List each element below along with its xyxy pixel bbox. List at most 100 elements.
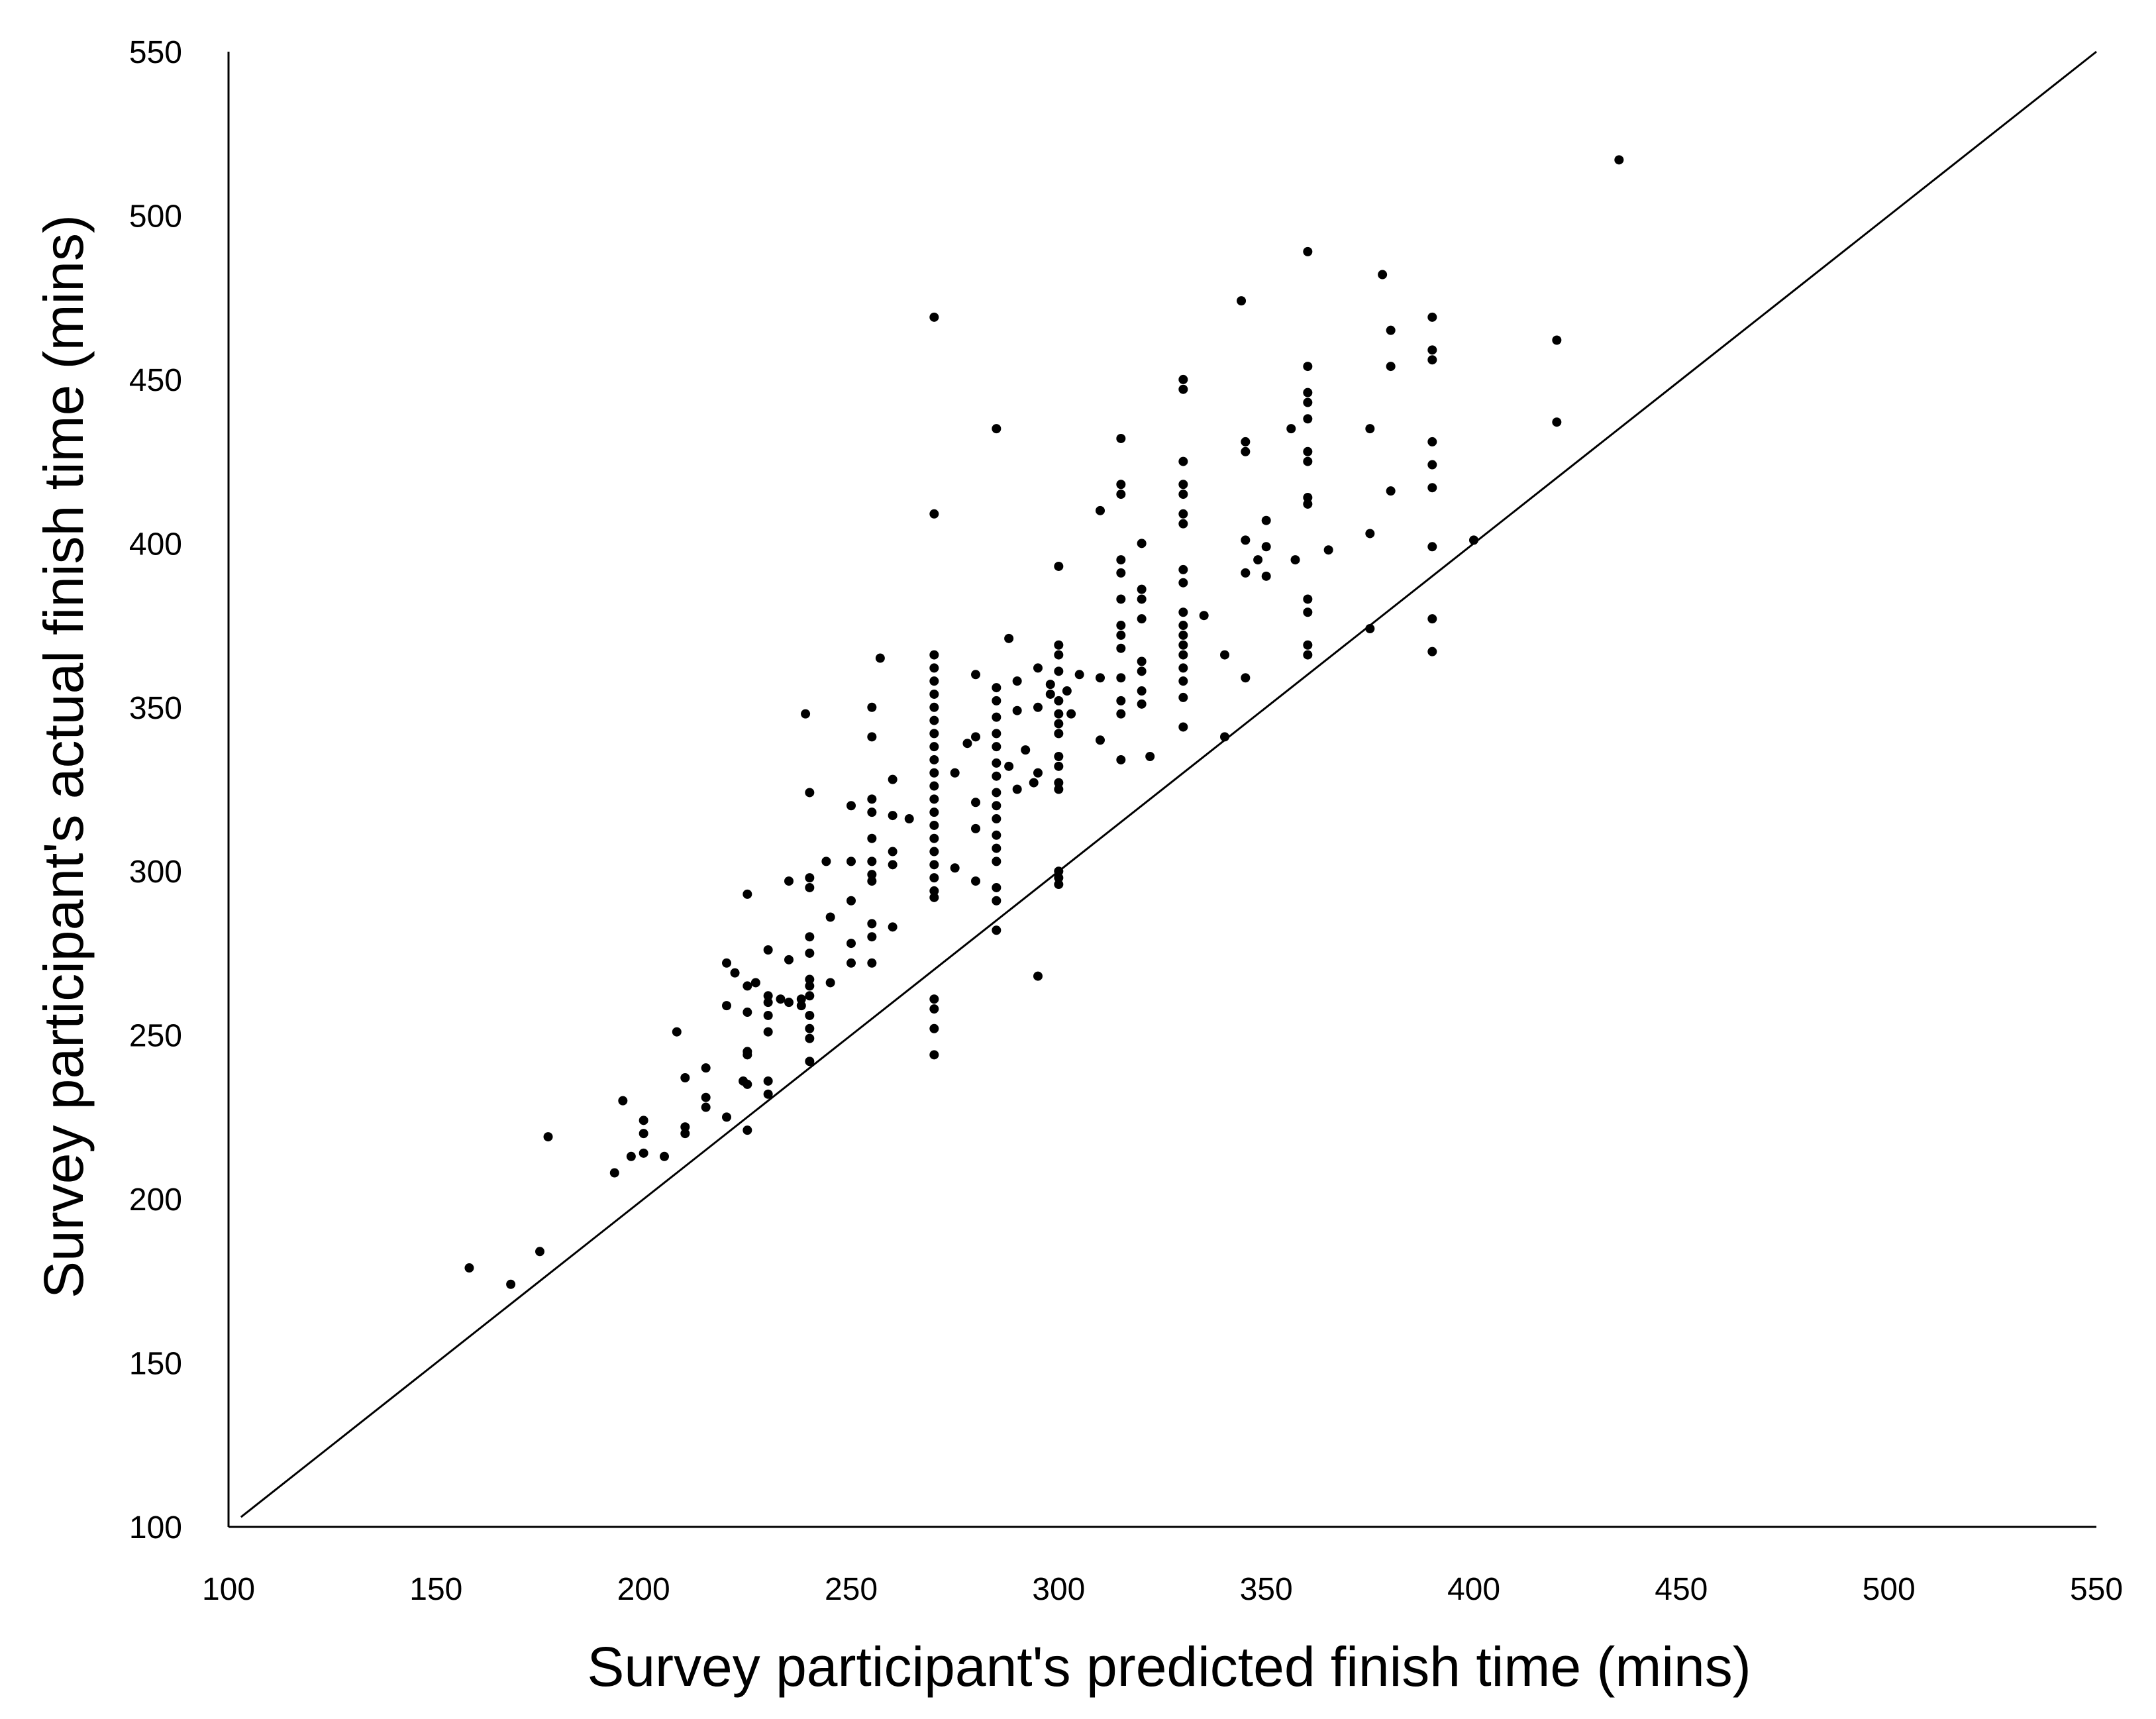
data-point — [962, 739, 972, 749]
data-point — [1237, 296, 1247, 306]
reference-line — [240, 50, 2097, 1518]
data-point — [847, 857, 856, 866]
data-point — [1045, 689, 1055, 699]
data-point — [1427, 483, 1437, 493]
data-point — [1054, 640, 1064, 650]
data-point — [1427, 460, 1437, 470]
data-point — [1054, 752, 1064, 762]
data-point — [1261, 542, 1271, 552]
data-point — [701, 1102, 711, 1112]
data-point — [929, 663, 939, 673]
data-point — [743, 1125, 752, 1135]
data-point — [992, 742, 1001, 752]
data-point — [1004, 633, 1014, 643]
data-point — [1116, 433, 1126, 443]
data-point — [763, 1027, 773, 1037]
data-point — [1116, 696, 1126, 705]
data-point — [1220, 732, 1229, 742]
data-point — [763, 1010, 773, 1020]
data-point — [1116, 568, 1126, 578]
data-point — [805, 981, 815, 991]
data-point — [1137, 584, 1147, 594]
x-tick-label: 100 — [202, 1572, 255, 1607]
data-point — [867, 732, 877, 742]
data-point — [992, 712, 1001, 722]
data-point — [1290, 555, 1300, 565]
data-point — [1116, 709, 1126, 719]
data-point — [1378, 270, 1388, 280]
data-point — [1145, 752, 1155, 762]
data-point — [929, 1023, 939, 1033]
data-point — [929, 847, 939, 857]
data-point — [1303, 493, 1313, 503]
data-point — [1054, 719, 1064, 729]
data-point — [763, 991, 773, 1001]
data-point — [1029, 778, 1039, 788]
data-point — [1241, 446, 1251, 456]
data-point — [743, 1050, 752, 1060]
data-point — [971, 798, 980, 807]
x-tick-label: 400 — [1447, 1572, 1500, 1607]
data-point — [1054, 761, 1064, 771]
data-point — [1116, 643, 1126, 653]
data-point — [1178, 640, 1188, 650]
data-point — [743, 1079, 752, 1089]
data-point — [1096, 735, 1105, 745]
data-point — [672, 1027, 682, 1037]
data-point — [660, 1151, 669, 1161]
data-point — [763, 998, 773, 1008]
data-point — [1323, 545, 1333, 555]
data-point — [971, 823, 980, 833]
data-point — [1116, 621, 1126, 631]
data-point — [1303, 446, 1313, 456]
data-point — [1365, 424, 1375, 434]
data-point — [1261, 515, 1271, 525]
y-tick-label: 300 — [129, 855, 182, 890]
data-point — [801, 709, 811, 719]
data-point — [1066, 709, 1076, 719]
data-point — [1054, 866, 1064, 876]
data-point — [992, 771, 1001, 781]
data-point — [1054, 784, 1064, 794]
data-point — [1054, 880, 1064, 890]
data-point — [805, 1010, 815, 1020]
data-point — [543, 1132, 553, 1142]
data-point — [1614, 155, 1624, 165]
data-point — [1286, 424, 1296, 434]
data-point — [796, 1001, 806, 1011]
data-point — [1062, 686, 1072, 696]
data-point — [992, 696, 1001, 705]
y-tick-label: 450 — [129, 363, 182, 398]
y-tick-label: 550 — [129, 35, 182, 70]
data-point — [1178, 621, 1188, 631]
data-point — [888, 922, 898, 932]
data-point — [1253, 555, 1263, 565]
data-point — [1054, 709, 1064, 719]
data-point — [680, 1073, 690, 1083]
data-point — [929, 994, 939, 1004]
data-point — [1178, 676, 1188, 686]
data-point — [1054, 650, 1064, 660]
data-point — [929, 729, 939, 739]
data-point — [1178, 456, 1188, 466]
x-tick-label: 200 — [617, 1572, 670, 1607]
data-point — [929, 702, 939, 712]
data-point — [1004, 761, 1014, 771]
data-point — [1303, 594, 1313, 604]
data-point — [639, 1116, 648, 1125]
data-point — [992, 925, 1001, 935]
data-point — [805, 974, 815, 984]
data-point — [825, 912, 835, 922]
x-tick-labels: 100 150 200 250 300 350 400 450 500 550 — [202, 1572, 2123, 1607]
data-point — [1178, 607, 1188, 617]
data-point — [1178, 519, 1188, 529]
data-point — [1012, 784, 1022, 794]
data-point — [701, 1092, 711, 1102]
data-point — [929, 820, 939, 830]
data-point — [929, 509, 939, 519]
data-point — [1178, 663, 1188, 673]
data-point — [722, 1112, 731, 1122]
data-point — [1116, 594, 1126, 604]
data-point — [1303, 640, 1313, 650]
data-point — [1303, 362, 1313, 372]
